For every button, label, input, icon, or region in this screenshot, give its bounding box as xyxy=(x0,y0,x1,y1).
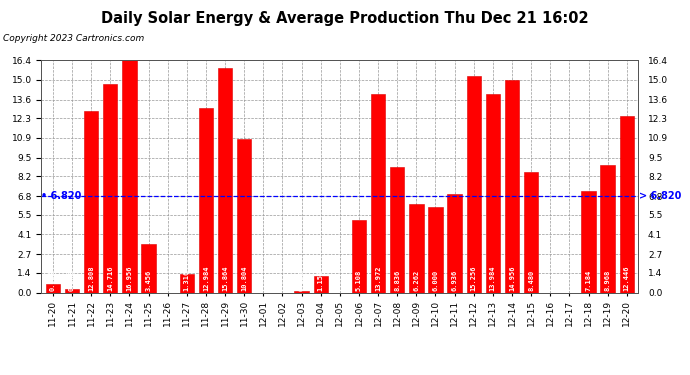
Bar xyxy=(46,285,60,292)
Text: 0.100: 0.100 xyxy=(299,270,304,291)
Text: Daily Solar Energy & Average Production Thu Dec 21 16:02: Daily Solar Energy & Average Production … xyxy=(101,11,589,26)
Bar xyxy=(390,167,404,292)
Bar xyxy=(122,52,137,292)
Bar xyxy=(218,68,233,292)
Bar xyxy=(486,94,500,292)
Bar xyxy=(447,194,462,292)
Text: 7.184: 7.184 xyxy=(586,270,591,291)
Bar xyxy=(237,140,251,292)
Text: 15.864: 15.864 xyxy=(222,266,228,291)
Bar xyxy=(199,108,213,292)
Text: 8.480: 8.480 xyxy=(528,270,534,291)
Text: • 6.820: • 6.820 xyxy=(41,191,81,201)
Text: > 6.820: > 6.820 xyxy=(639,191,681,201)
Bar xyxy=(600,165,615,292)
Bar xyxy=(582,190,595,292)
Bar xyxy=(428,207,443,292)
Bar xyxy=(524,172,538,292)
Text: 5.108: 5.108 xyxy=(356,270,362,291)
Text: 6.936: 6.936 xyxy=(451,270,457,291)
Bar xyxy=(466,76,481,292)
Text: 1.316: 1.316 xyxy=(184,270,190,291)
Text: 6.262: 6.262 xyxy=(413,270,420,291)
Text: 6.000: 6.000 xyxy=(433,270,438,291)
Bar xyxy=(295,291,308,292)
Text: 15.256: 15.256 xyxy=(471,266,477,291)
Text: 1.152: 1.152 xyxy=(317,270,324,291)
Text: 14.716: 14.716 xyxy=(107,266,113,291)
Text: 0.248: 0.248 xyxy=(69,270,75,291)
Text: 0.568: 0.568 xyxy=(50,270,56,291)
Text: 13.972: 13.972 xyxy=(375,266,381,291)
Bar xyxy=(313,276,328,292)
Text: 14.956: 14.956 xyxy=(509,266,515,291)
Bar xyxy=(65,289,79,292)
Text: 8.836: 8.836 xyxy=(394,270,400,291)
Bar xyxy=(505,81,519,292)
Text: 3.456: 3.456 xyxy=(146,270,152,291)
Text: 13.984: 13.984 xyxy=(490,266,496,291)
Bar xyxy=(409,204,424,292)
Bar xyxy=(179,274,194,292)
Bar xyxy=(141,243,156,292)
Text: 12.808: 12.808 xyxy=(88,266,94,291)
Text: 16.956: 16.956 xyxy=(126,266,132,291)
Text: 10.804: 10.804 xyxy=(241,266,247,291)
Text: Copyright 2023 Cartronics.com: Copyright 2023 Cartronics.com xyxy=(3,34,145,43)
Bar xyxy=(103,84,117,292)
Bar xyxy=(84,111,98,292)
Text: 12.446: 12.446 xyxy=(624,266,630,291)
Text: 12.984: 12.984 xyxy=(203,266,209,291)
Bar xyxy=(352,220,366,292)
Text: 8.968: 8.968 xyxy=(604,270,611,291)
Bar xyxy=(371,94,385,292)
Bar xyxy=(620,116,634,292)
